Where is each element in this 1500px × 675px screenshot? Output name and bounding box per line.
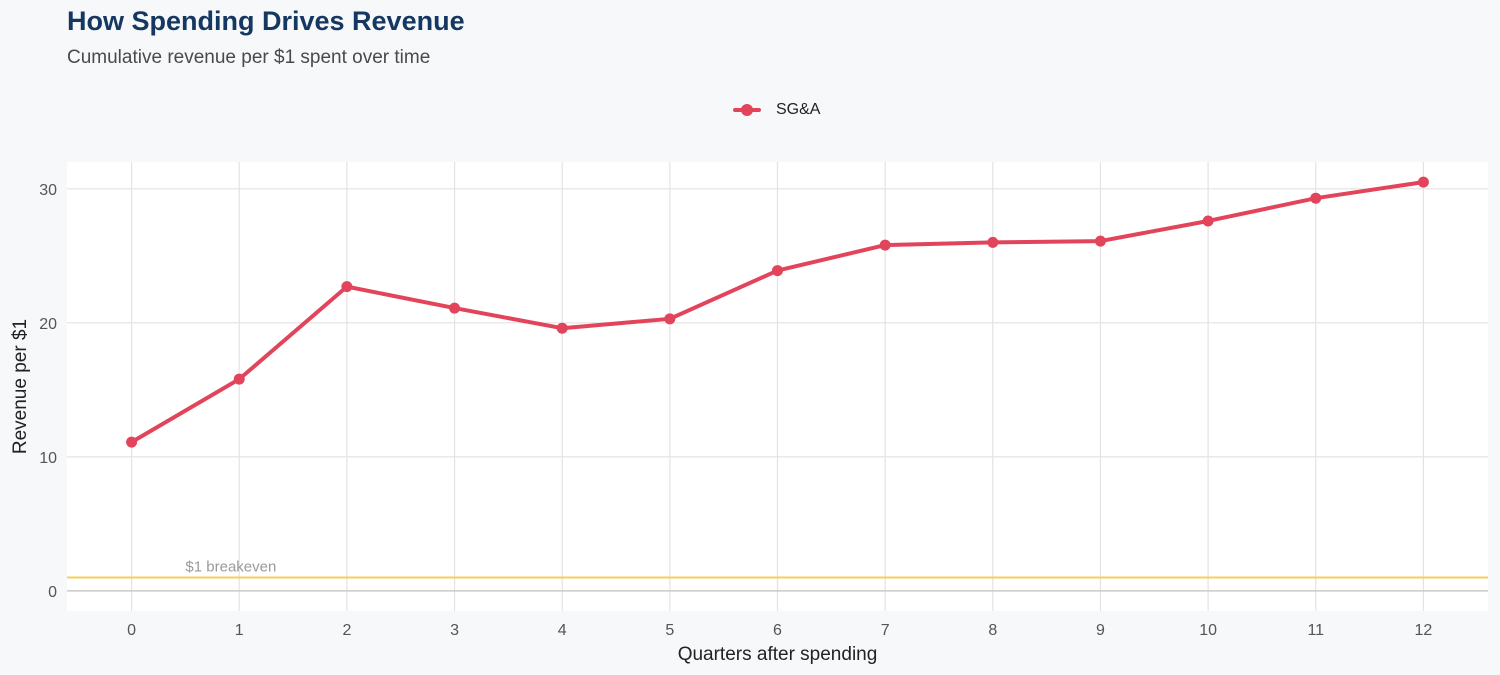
- chart-title: How Spending Drives Revenue: [67, 6, 465, 36]
- data-point-q5: [664, 313, 676, 325]
- data-point-q4: [556, 322, 568, 334]
- legend-key-point: [741, 104, 753, 116]
- x-tick-label: 7: [881, 622, 890, 639]
- data-point-q2: [341, 281, 353, 293]
- legend-key-sga: [731, 99, 763, 121]
- x-axis-title: Quarters after spending: [678, 644, 878, 665]
- legend: SG&A: [731, 99, 820, 121]
- data-point-q3: [449, 302, 461, 314]
- x-tick-label: 6: [773, 622, 782, 639]
- data-point-q0: [126, 436, 138, 448]
- data-point-q9: [1094, 235, 1106, 247]
- y-tick-label: 0: [48, 584, 57, 601]
- legend-label-sga: SG&A: [776, 101, 821, 118]
- series-layer: [126, 176, 1429, 448]
- y-tick-label: 10: [39, 450, 57, 467]
- data-point-q8: [987, 236, 999, 248]
- x-tick-label: 4: [558, 622, 567, 639]
- y-axis-title: Revenue per $1: [10, 319, 31, 454]
- x-tick-label: 3: [450, 622, 459, 639]
- data-point-q6: [772, 265, 783, 277]
- x-tick-label: 5: [665, 622, 674, 639]
- data-point-q10: [1202, 215, 1214, 227]
- x-tick-label: 8: [988, 622, 997, 639]
- x-tick-label: 10: [1199, 622, 1217, 639]
- y-tick-label: 20: [39, 316, 57, 333]
- x-tick-labels: 0 1 2 3 4 5 6 7 8 9 10 11 12: [127, 622, 1432, 639]
- y-tick-labels: 0 10 20 30: [39, 182, 57, 601]
- x-tick-label: 1: [235, 622, 244, 639]
- x-gridlines: [130, 162, 1425, 611]
- x-tick-label: 12: [1415, 622, 1433, 639]
- reference-lines: $1 breakeven: [67, 558, 1488, 592]
- chart-subtitle: Cumulative revenue per $1 spent over tim…: [67, 47, 431, 68]
- y-tick-label: 30: [39, 182, 57, 199]
- data-point-q12: [1417, 176, 1429, 188]
- x-tick-label: 9: [1096, 622, 1105, 639]
- data-point-q1: [233, 373, 245, 385]
- data-point-q11: [1310, 192, 1322, 204]
- x-tick-label: 0: [127, 622, 136, 639]
- data-point-q7: [879, 239, 891, 251]
- breakeven-annotation: $1 breakeven: [185, 558, 276, 575]
- x-tick-label: 2: [342, 622, 351, 639]
- x-tick-label: 11: [1307, 622, 1324, 639]
